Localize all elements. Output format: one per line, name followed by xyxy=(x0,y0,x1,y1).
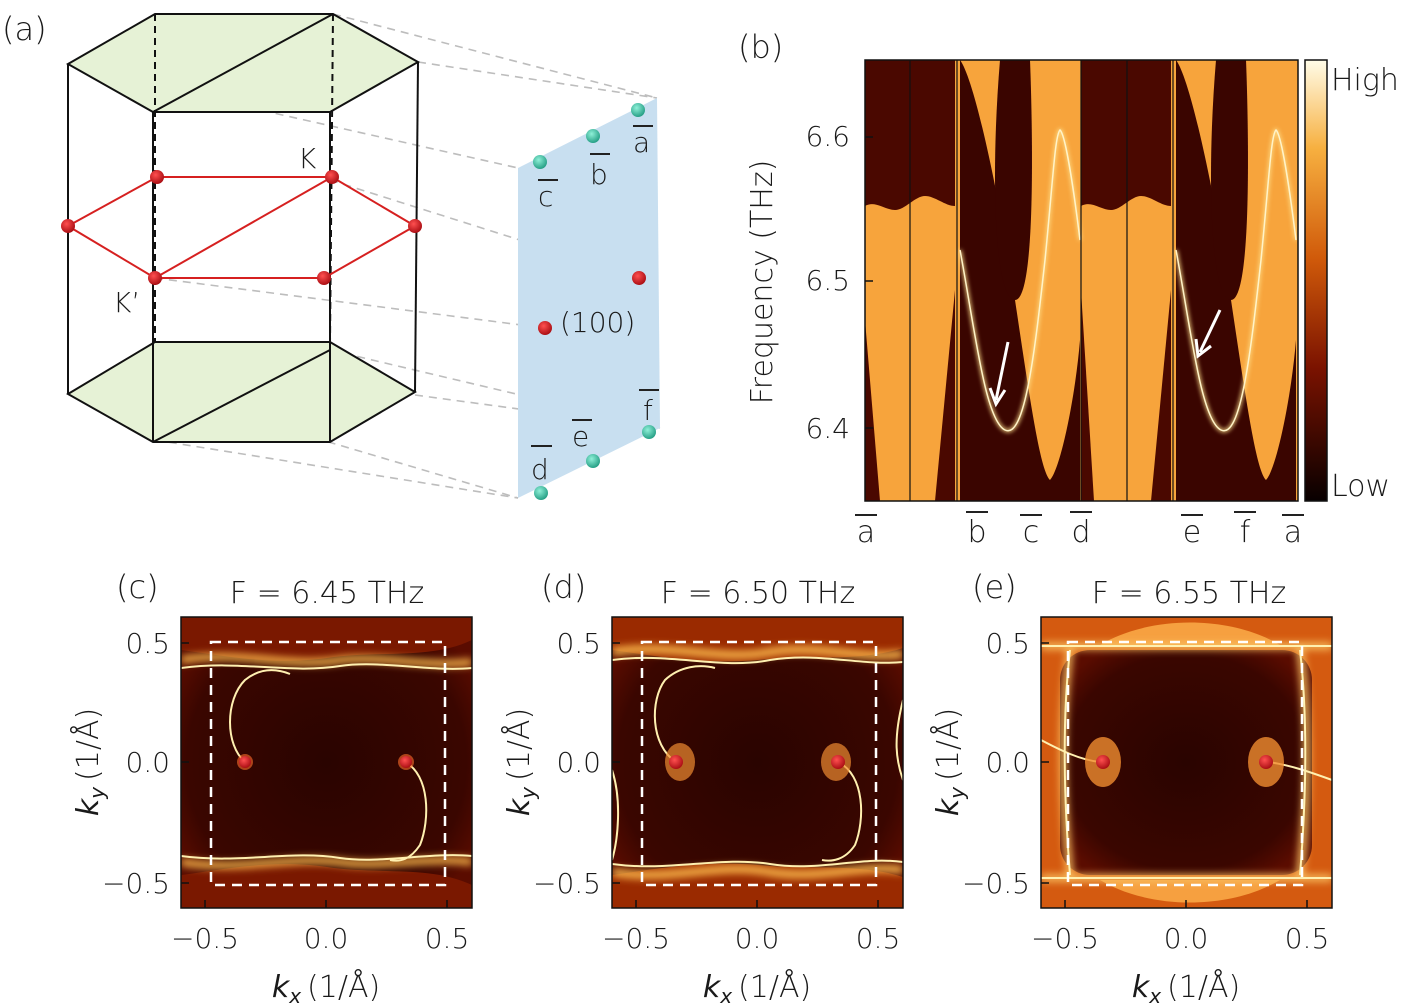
b-xtick: b xyxy=(967,515,986,550)
d-xtick: −0.5 xyxy=(602,922,670,955)
label-d: d xyxy=(531,453,549,486)
weyl-point xyxy=(400,756,412,768)
d-ytick: 0.5 xyxy=(556,627,601,660)
panel-a-label: (a) xyxy=(2,10,47,48)
label-K-prime: K’ xyxy=(113,286,140,319)
surface-point-f xyxy=(642,425,656,439)
panel-c: (c) F = 6.45 THz xyxy=(69,568,473,1008)
colorbar-high: High xyxy=(1331,63,1399,98)
b-ylabel: Frequency (THz) xyxy=(745,160,780,405)
weyl-point xyxy=(669,755,683,769)
weyl-point-K-prime xyxy=(148,271,162,285)
weyl-points-bz xyxy=(61,170,422,285)
fermi-arcs xyxy=(181,663,472,862)
b-xtick: a xyxy=(857,515,875,550)
surface-point-b xyxy=(586,129,600,143)
weyl-point xyxy=(61,219,75,233)
label-surface: (100) xyxy=(560,306,635,339)
panel-c-label: (c) xyxy=(116,568,159,606)
surface-point-e xyxy=(586,454,600,468)
c-xtick: 0.5 xyxy=(425,922,470,955)
c-xtick: 0.0 xyxy=(304,922,349,955)
panel-d: (d) F = 6.50 THz xyxy=(500,568,904,1008)
panel-e-label: (e) xyxy=(972,568,1017,606)
panel-b-label: (b) xyxy=(738,28,783,66)
weyl-point xyxy=(150,170,164,184)
panel-c-title: F = 6.45 THz xyxy=(230,576,424,611)
b-xtick: e xyxy=(1183,515,1201,550)
d-xtick: 0.5 xyxy=(856,922,901,955)
e-xtick: 0.5 xyxy=(1285,922,1330,955)
arrows xyxy=(988,309,1222,408)
b-xtick: f xyxy=(1240,515,1251,550)
projected-weyl-point xyxy=(632,271,646,285)
d-xlabel: kx (1/Å) xyxy=(703,968,811,1008)
d-xtick: 0.0 xyxy=(735,922,780,955)
fermi-arc-map-d xyxy=(612,617,903,908)
c-ytick: 0.0 xyxy=(125,746,170,779)
e-xtick: 0.0 xyxy=(1164,922,1209,955)
weyl-point xyxy=(1096,755,1110,769)
weyl-point xyxy=(317,271,331,285)
colorbar xyxy=(1304,59,1328,502)
b-ytick: 6.6 xyxy=(805,120,850,153)
e-ylabel: ky(1/Å) xyxy=(929,708,969,816)
c-xlabel: kx (1/Å) xyxy=(272,968,380,1008)
panel-e: (e) F = 6.55 THz xyxy=(929,568,1333,1008)
band-heatmap xyxy=(865,60,1298,501)
panel-d-title: F = 6.50 THz xyxy=(661,576,855,611)
label-K: K xyxy=(298,142,317,175)
e-xtick: −0.5 xyxy=(1031,922,1099,955)
b-xtick: c xyxy=(1023,515,1040,550)
b-xtick: d xyxy=(1071,515,1090,550)
e-ytick: 0.5 xyxy=(985,627,1030,660)
label-c: c xyxy=(538,180,553,213)
label-b: b xyxy=(590,158,608,191)
panel-d-label: (d) xyxy=(541,568,586,606)
k-path xyxy=(65,176,417,279)
d-ytick: 0.0 xyxy=(556,746,601,779)
weyl-point xyxy=(239,756,251,768)
e-ytick: 0.0 xyxy=(985,746,1030,779)
b-ytick: 6.5 xyxy=(805,264,850,297)
panel-e-title: F = 6.55 THz xyxy=(1092,576,1286,611)
b-xtick: a xyxy=(1284,515,1302,550)
b-ytick: 6.4 xyxy=(805,412,850,445)
weyl-point-K xyxy=(325,170,339,184)
surface-plane xyxy=(518,98,660,498)
panel-b: (b) xyxy=(738,28,1399,550)
d-ylabel: ky(1/Å) xyxy=(500,708,540,816)
d-ytick: −0.5 xyxy=(533,867,601,900)
e-ytick: −0.5 xyxy=(962,867,1030,900)
weyl-point xyxy=(1259,755,1273,769)
label-a: a xyxy=(633,126,650,159)
surface-point-a xyxy=(631,103,645,117)
surface-point-d xyxy=(534,486,548,500)
c-ytick: −0.5 xyxy=(102,867,170,900)
c-xtick: −0.5 xyxy=(171,922,239,955)
fermi-arc-map-e xyxy=(1041,617,1332,908)
colorbar-low: Low xyxy=(1331,469,1390,504)
surface-point-c xyxy=(533,155,547,169)
label-f: f xyxy=(643,394,653,427)
e-xlabel: kx (1/Å) xyxy=(1132,968,1240,1008)
weyl-point xyxy=(831,755,845,769)
fermi-arc-map-c xyxy=(181,617,472,908)
c-ytick: 0.5 xyxy=(125,627,170,660)
weyl-point xyxy=(408,219,422,233)
fermi-arcs xyxy=(612,656,903,868)
projected-weyl-point xyxy=(538,321,552,335)
label-e: e xyxy=(572,420,589,453)
c-ylabel: ky(1/Å) xyxy=(69,708,109,816)
panel-a: (a) xyxy=(2,10,661,500)
